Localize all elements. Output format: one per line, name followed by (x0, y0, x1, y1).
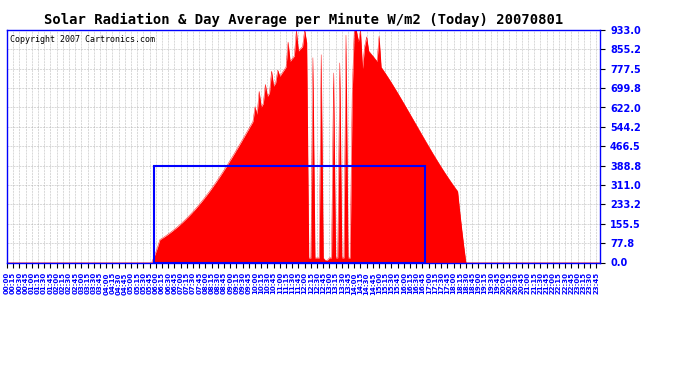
Text: Copyright 2007 Cartronics.com: Copyright 2007 Cartronics.com (10, 34, 155, 44)
Bar (154, 166, 424, 262)
Title: Solar Radiation & Day Average per Minute W/m2 (Today) 20070801: Solar Radiation & Day Average per Minute… (44, 13, 563, 27)
